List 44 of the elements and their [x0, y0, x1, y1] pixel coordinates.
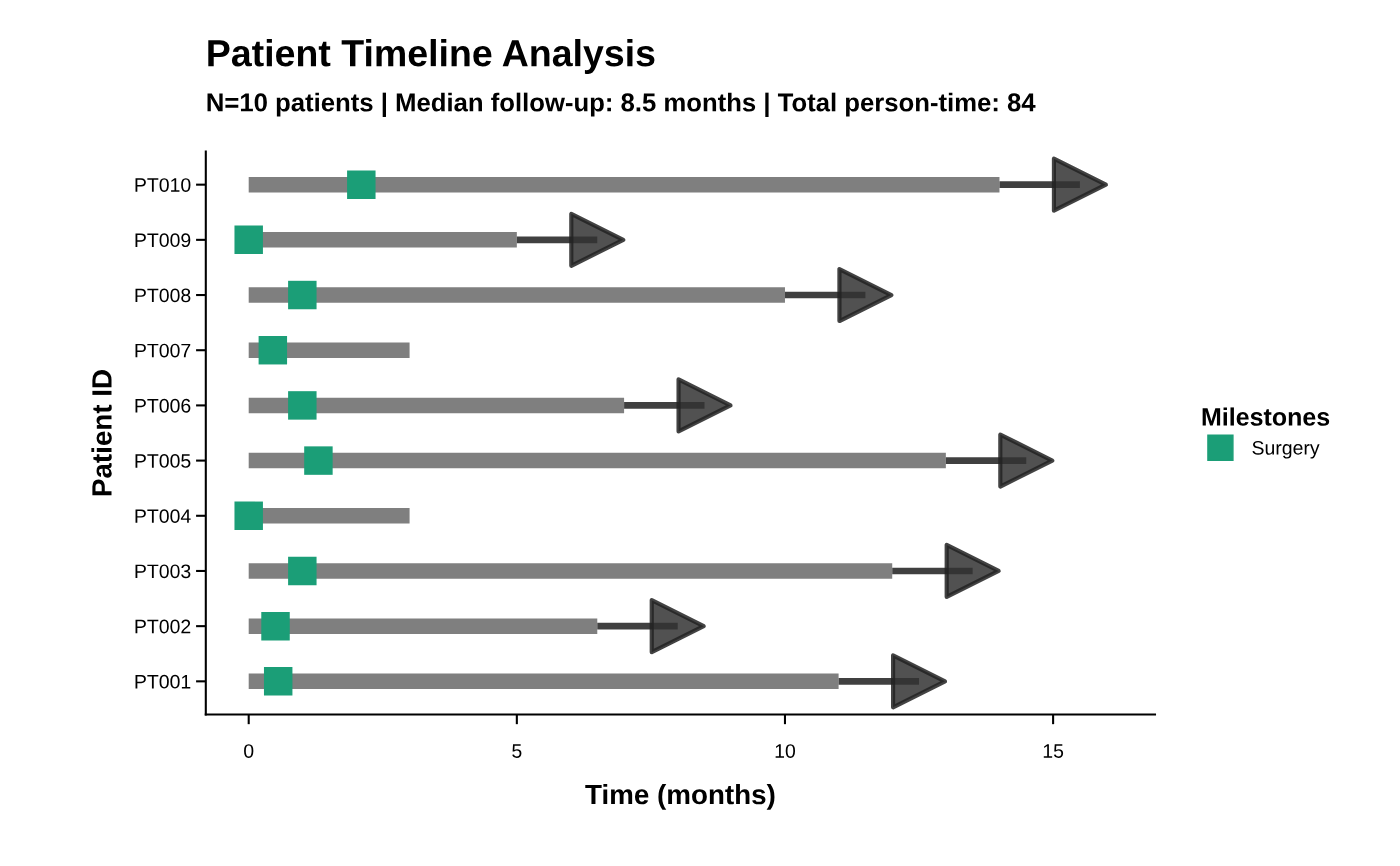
point	[288, 391, 317, 420]
bar	[248, 176, 1000, 193]
point	[347, 170, 376, 199]
bar	[248, 287, 785, 303]
point	[837, 266, 894, 324]
x-tick-label: 15	[1043, 744, 1064, 758]
point	[998, 432, 1055, 489]
y-tick-label: PT009	[135, 233, 191, 248]
y-tick-label: PT005	[135, 454, 191, 468]
point	[234, 501, 263, 531]
x-tick-label: 5	[512, 744, 522, 758]
chart-subtitle: N=10 patients | Median follow-up: 8.5 months | Total person-time: 84	[207, 92, 1036, 117]
legend-label: Surgery	[1252, 440, 1320, 459]
y-tick-label: PT006	[135, 398, 191, 413]
point	[261, 611, 290, 641]
point	[890, 653, 948, 710]
y-tick-label: PT003	[135, 564, 191, 579]
point	[258, 335, 288, 365]
chart-title: Patient Timeline Analysis	[208, 38, 655, 74]
point	[676, 377, 733, 434]
point	[649, 598, 706, 655]
y-tick-label: PT002	[135, 619, 191, 634]
point	[288, 556, 317, 586]
point	[304, 446, 333, 475]
y-tick-label: PT007	[135, 343, 191, 358]
y-axis-title: Patient ID	[91, 370, 112, 496]
y-tick-label: PT001	[135, 674, 191, 689]
legend-title: Milestones	[1202, 407, 1330, 426]
point	[234, 225, 263, 255]
bar	[248, 673, 839, 690]
x-tick-label: 10	[775, 744, 796, 758]
bar	[248, 452, 946, 469]
point	[569, 211, 626, 268]
y-tick-label: PT004	[135, 509, 191, 524]
x-tick-label: 0	[244, 744, 254, 758]
x-axis-title: Time (months)	[585, 783, 775, 810]
point	[263, 667, 293, 696]
bar	[248, 563, 893, 579]
point	[1051, 156, 1108, 213]
y-tick-label: PT010	[135, 178, 191, 192]
point	[288, 280, 317, 310]
point	[944, 542, 1001, 600]
y-tick-label: PT008	[135, 288, 191, 303]
bar	[248, 618, 598, 634]
